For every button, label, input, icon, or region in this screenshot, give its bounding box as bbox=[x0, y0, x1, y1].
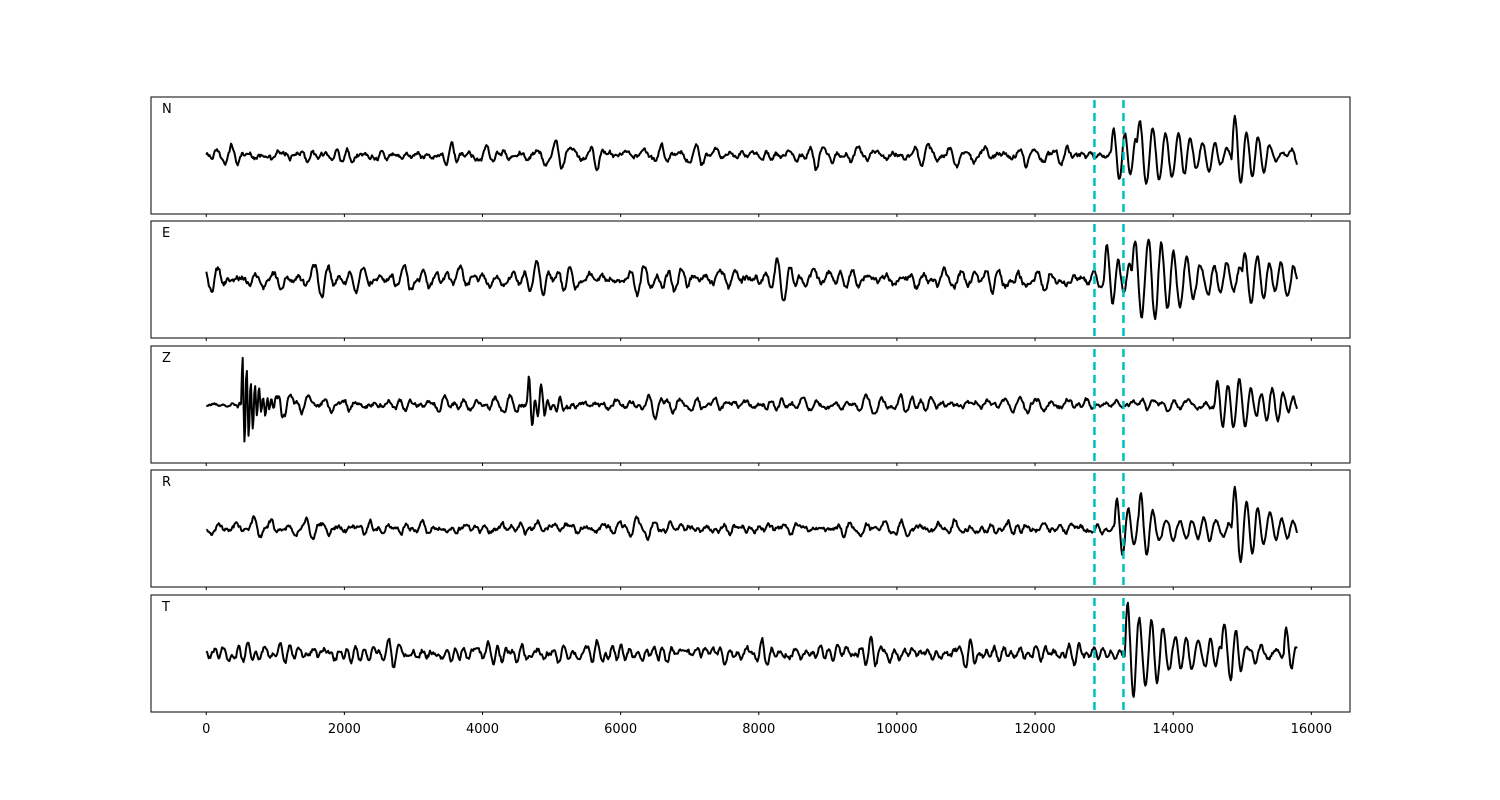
panel-frame bbox=[150, 345, 1351, 464]
x-tick-label: 12000 bbox=[1014, 722, 1055, 737]
trace-r bbox=[206, 485, 1298, 564]
panel-label: T bbox=[161, 600, 170, 615]
panel-label: Z bbox=[162, 351, 171, 366]
x-tick-label: 14000 bbox=[1153, 722, 1194, 737]
panel-frame bbox=[150, 96, 1351, 215]
panel-frame bbox=[150, 469, 1351, 588]
panel-label: R bbox=[162, 475, 171, 490]
x-tick-label: 6000 bbox=[604, 722, 637, 737]
panel-e: E bbox=[150, 220, 1351, 341]
x-tick-label: 16000 bbox=[1291, 722, 1332, 737]
x-tick-label: 0 bbox=[202, 722, 210, 737]
trace-e bbox=[205, 238, 1298, 321]
x-tick-label: 4000 bbox=[466, 722, 499, 737]
panel-r: R bbox=[150, 469, 1351, 590]
x-axis: 0 2000 4000 6000 8000 10000 12000 14000 16000 bbox=[202, 722, 1332, 737]
trace-n bbox=[205, 114, 1298, 185]
trace-z bbox=[205, 356, 1298, 443]
panel-z: Z bbox=[150, 345, 1351, 466]
panel-frame bbox=[150, 594, 1351, 713]
panel-n: N bbox=[150, 96, 1351, 217]
x-tick-label: 10000 bbox=[876, 722, 917, 737]
trace-t bbox=[205, 601, 1298, 698]
x-tick-label: 2000 bbox=[328, 722, 361, 737]
panel-t: T bbox=[150, 594, 1351, 715]
panels-group: N E Z R T bbox=[150, 96, 1351, 715]
panel-label: N bbox=[162, 102, 172, 117]
panel-frame bbox=[150, 220, 1351, 339]
x-tick-label: 8000 bbox=[742, 722, 775, 737]
panel-label: E bbox=[162, 226, 170, 241]
